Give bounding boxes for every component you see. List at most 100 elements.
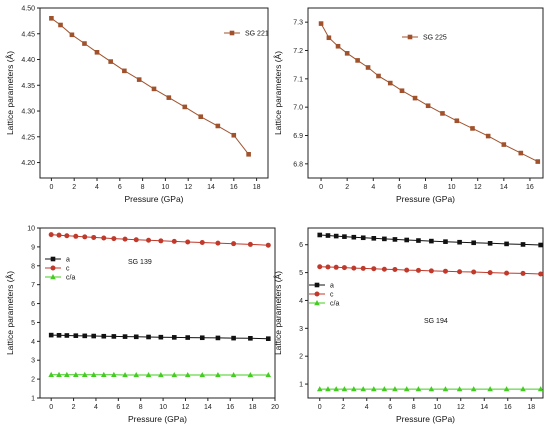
x-tick-label: 10 xyxy=(433,404,441,411)
data-point xyxy=(485,133,491,139)
data-point xyxy=(443,239,448,244)
data-point xyxy=(265,371,272,378)
data-point xyxy=(317,264,323,270)
panel-annotation: SG 139 xyxy=(128,259,152,266)
legend-swatch-marker xyxy=(314,300,320,306)
data-point xyxy=(145,371,152,378)
data-point xyxy=(91,234,97,240)
data-point xyxy=(351,386,357,392)
data-point xyxy=(537,386,544,392)
y-tick-label: 6 xyxy=(299,242,303,249)
x-tick-label: 8 xyxy=(141,184,145,191)
data-point xyxy=(215,240,221,246)
data-point xyxy=(265,242,271,248)
data-point xyxy=(487,270,493,276)
data-point xyxy=(325,386,331,392)
data-point xyxy=(56,332,62,338)
y-tick-label: 4.50 xyxy=(21,6,35,13)
x-axis-title: Pressure (GPa) xyxy=(128,414,187,424)
y-tick-label: 8 xyxy=(31,263,35,270)
data-point xyxy=(325,264,331,270)
x-tick-label: 14 xyxy=(204,404,212,411)
data-point xyxy=(101,333,107,339)
y-tick-label: 7 xyxy=(31,282,35,289)
plot-frame xyxy=(307,7,544,179)
data-point xyxy=(248,336,253,341)
y-tick-label: 5 xyxy=(31,320,35,327)
data-point xyxy=(360,386,367,392)
x-tick-label: 6 xyxy=(397,184,401,191)
legend-swatch-marker xyxy=(229,30,235,36)
data-point xyxy=(90,371,97,377)
x-tick-label: 2 xyxy=(72,404,76,411)
x-tick-label: 16 xyxy=(526,184,534,191)
x-axis-title: Pressure (GPa) xyxy=(396,194,455,204)
data-point xyxy=(355,58,360,63)
data-point xyxy=(318,21,324,26)
data-point xyxy=(371,386,377,392)
legend-entry-c/a: c/a xyxy=(45,274,75,282)
data-point xyxy=(538,242,543,248)
data-point xyxy=(247,241,253,247)
data-point xyxy=(82,333,88,339)
y-tick-label: 4.45 xyxy=(21,31,35,38)
y-tick-label: 4.25 xyxy=(21,134,35,141)
data-point xyxy=(158,334,164,340)
data-point xyxy=(387,80,393,86)
data-point xyxy=(111,371,117,377)
data-point xyxy=(69,32,75,38)
x-tick-label: 4 xyxy=(365,404,369,411)
data-point xyxy=(48,371,54,377)
data-point xyxy=(265,336,271,341)
data-point xyxy=(56,232,62,238)
data-point xyxy=(341,265,347,271)
legend-label: c xyxy=(66,266,70,273)
data-point xyxy=(428,386,435,392)
y-tick-label: 6.9 xyxy=(293,133,303,140)
data-point xyxy=(122,236,128,242)
data-point xyxy=(381,386,388,392)
data-point xyxy=(325,233,331,238)
x-tick-label: 2 xyxy=(72,184,76,191)
x-tick-label: 12 xyxy=(184,184,192,191)
data-point xyxy=(122,334,128,339)
y-tick-label: 10 xyxy=(27,226,35,233)
legend-swatch-marker xyxy=(50,256,56,262)
data-point xyxy=(136,77,142,82)
data-point xyxy=(146,334,151,340)
legend-entry-a: a xyxy=(45,257,70,264)
y-tick-label: 6 xyxy=(31,301,35,308)
data-point xyxy=(231,132,237,138)
y-tick-label: 1 xyxy=(299,382,303,389)
legend-entry-c/a: c/a xyxy=(309,300,339,308)
data-point xyxy=(360,265,366,271)
y-tick-label: 4.30 xyxy=(21,109,35,116)
data-point xyxy=(501,142,507,147)
series-c xyxy=(317,264,544,277)
x-tick-label: 16 xyxy=(230,184,238,191)
data-point xyxy=(199,240,205,246)
x-tick-label: 10 xyxy=(162,184,170,191)
data-point xyxy=(412,95,418,101)
series-SG 225 xyxy=(318,21,541,164)
data-point xyxy=(58,22,63,28)
data-point xyxy=(470,386,477,392)
series-SG 221 xyxy=(49,16,251,157)
data-point xyxy=(429,238,434,244)
data-point xyxy=(82,234,88,240)
x-tick-label: 14 xyxy=(207,184,215,191)
x-tick-label: 14 xyxy=(480,404,488,411)
data-point xyxy=(64,371,70,377)
data-point xyxy=(111,236,117,242)
data-point xyxy=(442,386,449,392)
data-point xyxy=(215,371,221,378)
series-line xyxy=(320,23,539,163)
data-point xyxy=(416,238,421,243)
y-tick-label: 7.3 xyxy=(293,20,303,27)
x-tick-label: 12 xyxy=(474,184,482,191)
data-point xyxy=(182,104,188,110)
data-point xyxy=(371,236,377,241)
y-axis-title: Lattice parameters (Å) xyxy=(5,271,15,355)
